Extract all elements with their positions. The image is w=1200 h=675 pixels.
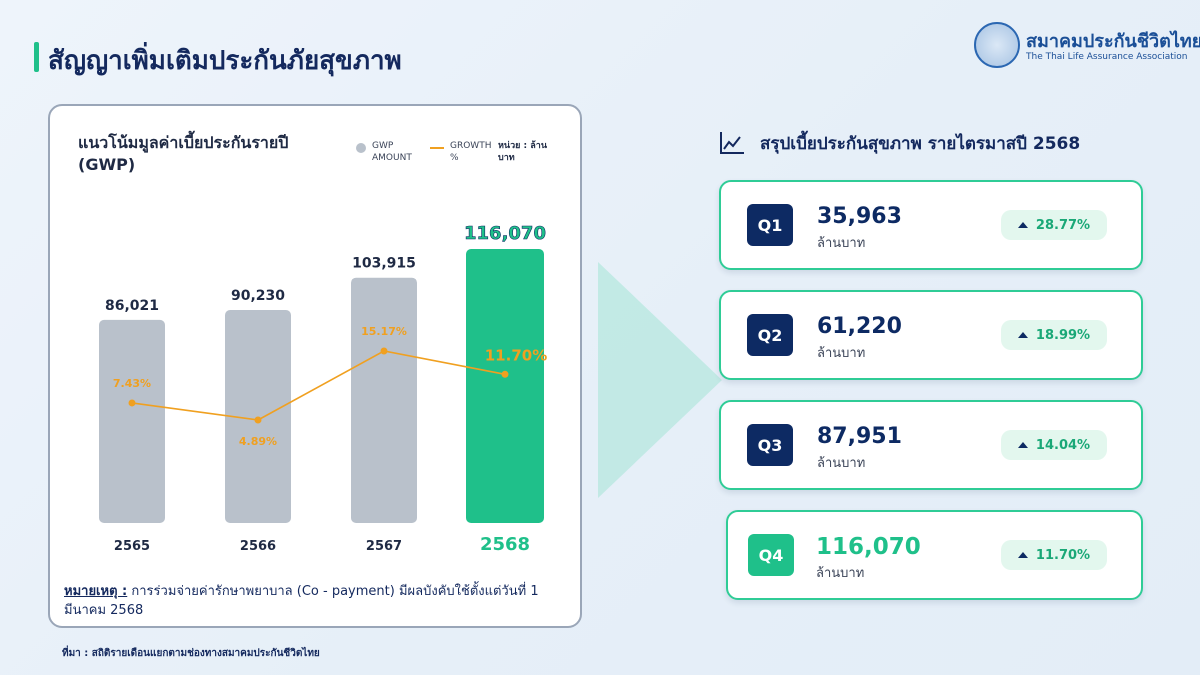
growth-label: 15.17% <box>361 325 407 338</box>
summary-title: สรุปเบี้ยประกันสุขภาพ รายไตรมาสปี 2568 <box>760 134 1081 154</box>
quarter-badge: Q4 <box>748 534 794 576</box>
growth-point <box>501 370 509 378</box>
quarter-card-q1: Q1 35,963 ล้านบาท 28.77% <box>719 180 1143 270</box>
growth-badge: 28.77% <box>1001 210 1107 240</box>
quarter-card-q4: Q4 116,070 ล้านบาท 11.70% <box>726 510 1143 600</box>
growth-value: 18.99% <box>1035 327 1091 343</box>
gwp-bar <box>225 309 291 523</box>
x-axis-label: 2566 <box>240 539 276 554</box>
source-note: ที่มา : สถิติรายเดือนแยกตามช่องทางสมาคมป… <box>62 648 320 659</box>
chart-unit: หน่วย : ล้านบาท <box>498 141 547 163</box>
growth-line <box>131 350 506 421</box>
quarter-unit: ล้านบาท <box>817 456 866 471</box>
growth-value: 28.77% <box>1035 217 1091 233</box>
arrow-up-icon <box>1017 442 1028 448</box>
growth-point <box>128 399 136 407</box>
gwp-value-label: 86,021 <box>105 298 159 314</box>
quarter-card-q3: Q3 87,951 ล้านบาท 14.04% <box>719 400 1143 490</box>
title-accent-bar <box>34 42 39 72</box>
quarter-unit: ล้านบาท <box>817 346 866 361</box>
arrow-up-icon <box>1017 222 1028 228</box>
growth-point <box>254 416 262 424</box>
association-logo: สมาคมประกันชีวิตไทย The Thai Life Assura… <box>974 22 1200 72</box>
growth-point <box>380 347 388 355</box>
quarter-value: 61,220 <box>817 314 902 339</box>
legend-growth-label: GROWTH % <box>450 141 492 163</box>
growth-value: 11.70% <box>1035 547 1091 563</box>
gwp-value-label: 116,070 <box>464 223 546 244</box>
growth-label: 11.70% <box>485 346 547 364</box>
quarter-value: 35,963 <box>817 204 902 229</box>
legend-gwp-swatch <box>356 143 366 153</box>
growth-badge: 18.99% <box>1001 320 1107 350</box>
quarter-badge: Q1 <box>747 204 793 246</box>
chart-trend-icon <box>720 132 744 154</box>
gwp-chart: 86,021 2565 90,230 2566 103,915 2567 116,070 25… <box>99 223 547 555</box>
quarter-unit: ล้านบาท <box>816 566 865 581</box>
arrow-pointer <box>598 262 722 498</box>
x-axis-label: 2568 <box>480 534 530 555</box>
arrow-up-icon <box>1017 332 1028 338</box>
logo-english-name: The Thai Life Assurance Association <box>1026 52 1188 62</box>
logo-name: สมาคมประกันชีวิตไทย <box>1026 31 1200 52</box>
x-axis-label: 2565 <box>114 539 150 554</box>
quarter-badge: Q3 <box>747 424 793 466</box>
chart-title: แนวโน้มมูลค่าเบี้ยประกันรายปี (GWP) <box>78 133 289 174</box>
legend-gwp-label: GWP AMOUNT <box>372 141 412 163</box>
association-seal-icon <box>974 22 1020 68</box>
x-axis-label: 2567 <box>366 539 402 554</box>
growth-label: 4.89% <box>239 435 277 448</box>
quarter-badge: Q2 <box>747 314 793 356</box>
page-title: สัญญาเพิ่มเติมประกันภัยสุขภาพ <box>48 46 402 76</box>
gwp-bar <box>99 319 165 523</box>
chart-note: หมายเหตุ : การร่วมจ่ายค่ารักษาพยาบาล (Co… <box>64 582 564 620</box>
gwp-value-label: 90,230 <box>231 288 285 304</box>
note-key: หมายเหตุ : <box>64 584 128 599</box>
note-text: การร่วมจ่ายค่ารักษาพยาบาล (Co - payment)… <box>64 584 539 618</box>
gwp-value-label: 103,915 <box>352 256 416 272</box>
gwp-bar <box>351 277 417 523</box>
legend-growth-swatch <box>430 147 444 149</box>
quarter-value: 116,070 <box>816 534 921 560</box>
arrow-up-icon <box>1017 552 1028 558</box>
quarter-unit: ล้านบาท <box>817 236 866 251</box>
growth-label: 7.43% <box>113 377 151 390</box>
gwp-chart-card: แนวโน้มมูลค่าเบี้ยประกันรายปี (GWP) GWP … <box>48 104 582 628</box>
growth-value: 14.04% <box>1035 437 1091 453</box>
quarter-card-q2: Q2 61,220 ล้านบาท 18.99% <box>719 290 1143 380</box>
gwp-bar <box>466 249 544 523</box>
growth-badge: 11.70% <box>1001 540 1107 570</box>
growth-badge: 14.04% <box>1001 430 1107 460</box>
quarter-value: 87,951 <box>817 424 902 449</box>
